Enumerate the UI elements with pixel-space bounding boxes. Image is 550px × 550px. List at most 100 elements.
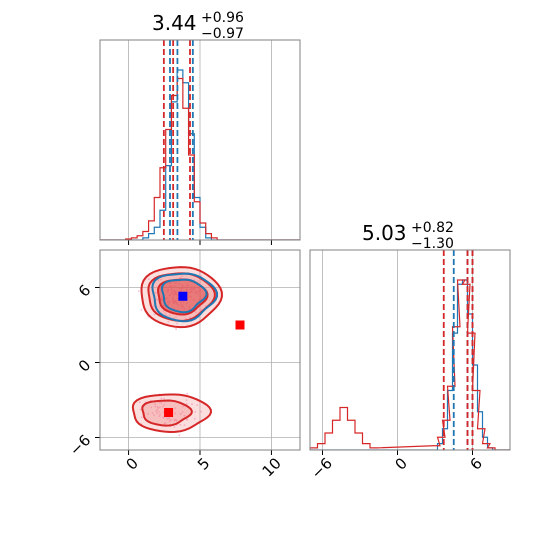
sample-dot — [186, 418, 189, 421]
sample-dot — [195, 311, 198, 314]
sample-dot — [181, 405, 184, 408]
tick-label-marginal-y: 6 — [466, 454, 485, 473]
sample-dot — [166, 297, 169, 300]
title-x-minus: −0.97 — [201, 26, 244, 42]
tick-label-joint-x: 0 — [123, 454, 142, 473]
sample-dot — [161, 296, 163, 298]
sample-dot — [179, 423, 182, 426]
sample-dot — [168, 417, 170, 420]
sample-dot — [167, 320, 170, 323]
sample-dot — [190, 290, 192, 293]
sample-dot — [160, 402, 163, 404]
contour-blue-outer — [151, 272, 219, 323]
sample-dot — [193, 286, 195, 289]
sample-dot — [158, 410, 160, 413]
contour-blue-inner — [160, 278, 208, 314]
sample-dot — [168, 281, 171, 284]
sample-dot — [160, 397, 163, 400]
sample-dot — [174, 282, 177, 285]
sample-dot — [186, 392, 189, 395]
sample-dot — [160, 278, 162, 281]
sample-dot — [140, 416, 143, 418]
sample-dot — [188, 295, 191, 297]
sample-dot — [159, 288, 162, 291]
sample-dot — [183, 414, 186, 417]
sample-dot — [137, 290, 140, 292]
marginal-histogram-x — [99, 39, 301, 245]
panel-frame — [309, 249, 511, 451]
sample-dot — [193, 298, 196, 301]
histogram-red — [310, 279, 510, 450]
sample-dot — [163, 397, 166, 400]
sample-dot — [189, 288, 192, 291]
sample-dot — [174, 412, 177, 415]
sample-dot — [180, 306, 183, 309]
title-y-value: 5.03 — [362, 221, 407, 245]
sample-dot — [189, 316, 192, 319]
sample-dot — [188, 305, 191, 308]
sample-dot — [180, 303, 183, 306]
tick-label-joint-y: −6 — [66, 431, 94, 459]
sample-dot — [196, 404, 199, 407]
sample-dot — [153, 414, 155, 417]
sample-dot — [195, 290, 197, 293]
sample-dot — [181, 286, 184, 288]
sample-dot — [183, 308, 185, 310]
sample-dot — [150, 406, 153, 409]
sample-dot — [147, 412, 149, 415]
histogram-steps — [100, 40, 300, 240]
sample-dot — [155, 410, 158, 412]
sample-dot — [172, 298, 174, 300]
sample-dot — [178, 282, 181, 285]
sample-dot — [176, 322, 178, 325]
sample-dot — [162, 310, 165, 312]
sample-dot — [181, 287, 183, 290]
title-x-plus: +0.96 — [201, 10, 244, 26]
sample-dot — [167, 289, 170, 291]
sample-dot — [168, 314, 171, 317]
sample-dot — [193, 288, 196, 291]
sample-dot — [138, 401, 141, 404]
sample-dot — [174, 292, 177, 294]
sample-dot — [180, 289, 183, 292]
sample-dot — [147, 278, 150, 281]
sample-dot — [186, 403, 188, 405]
sample-dot — [156, 412, 158, 415]
sample-dot — [156, 298, 159, 301]
sample-dot — [152, 305, 155, 308]
sample-dot — [198, 286, 201, 289]
sample-dot — [170, 290, 173, 292]
sample-dot — [166, 417, 169, 420]
sample-dot — [159, 413, 161, 416]
sample-dot — [158, 415, 161, 418]
sample-dot — [176, 297, 179, 300]
sample-dot — [183, 424, 186, 427]
sample-dot — [187, 284, 189, 287]
marker-marker_blue — [178, 291, 188, 301]
sample-dot — [158, 401, 161, 404]
tick-label-joint-y: 6 — [75, 281, 94, 300]
sample-dot — [164, 422, 167, 424]
sample-dot — [185, 302, 188, 305]
sample-dot — [170, 288, 173, 291]
sample-dot — [173, 426, 176, 428]
marginal-histogram-y — [309, 249, 511, 455]
title-y-plus: +0.82 — [411, 220, 454, 236]
title-x-panel: 3.44 +0.96 −0.97 — [152, 10, 244, 42]
sample-dot — [175, 419, 178, 422]
sample-dot — [154, 405, 157, 408]
marker-marker_red — [164, 408, 174, 417]
sample-dot — [174, 300, 177, 302]
sample-dot — [193, 417, 196, 420]
sample-dot — [168, 294, 171, 297]
panel-frame — [99, 249, 301, 451]
sample-dot — [175, 328, 177, 330]
sample-dot — [162, 416, 165, 419]
sample-dot — [192, 288, 195, 291]
title-x-value: 3.44 — [152, 11, 197, 35]
sample-dot — [173, 419, 176, 422]
tick-label-joint-y: 0 — [75, 356, 94, 375]
sample-dot — [163, 312, 166, 315]
sample-dot — [184, 317, 187, 320]
